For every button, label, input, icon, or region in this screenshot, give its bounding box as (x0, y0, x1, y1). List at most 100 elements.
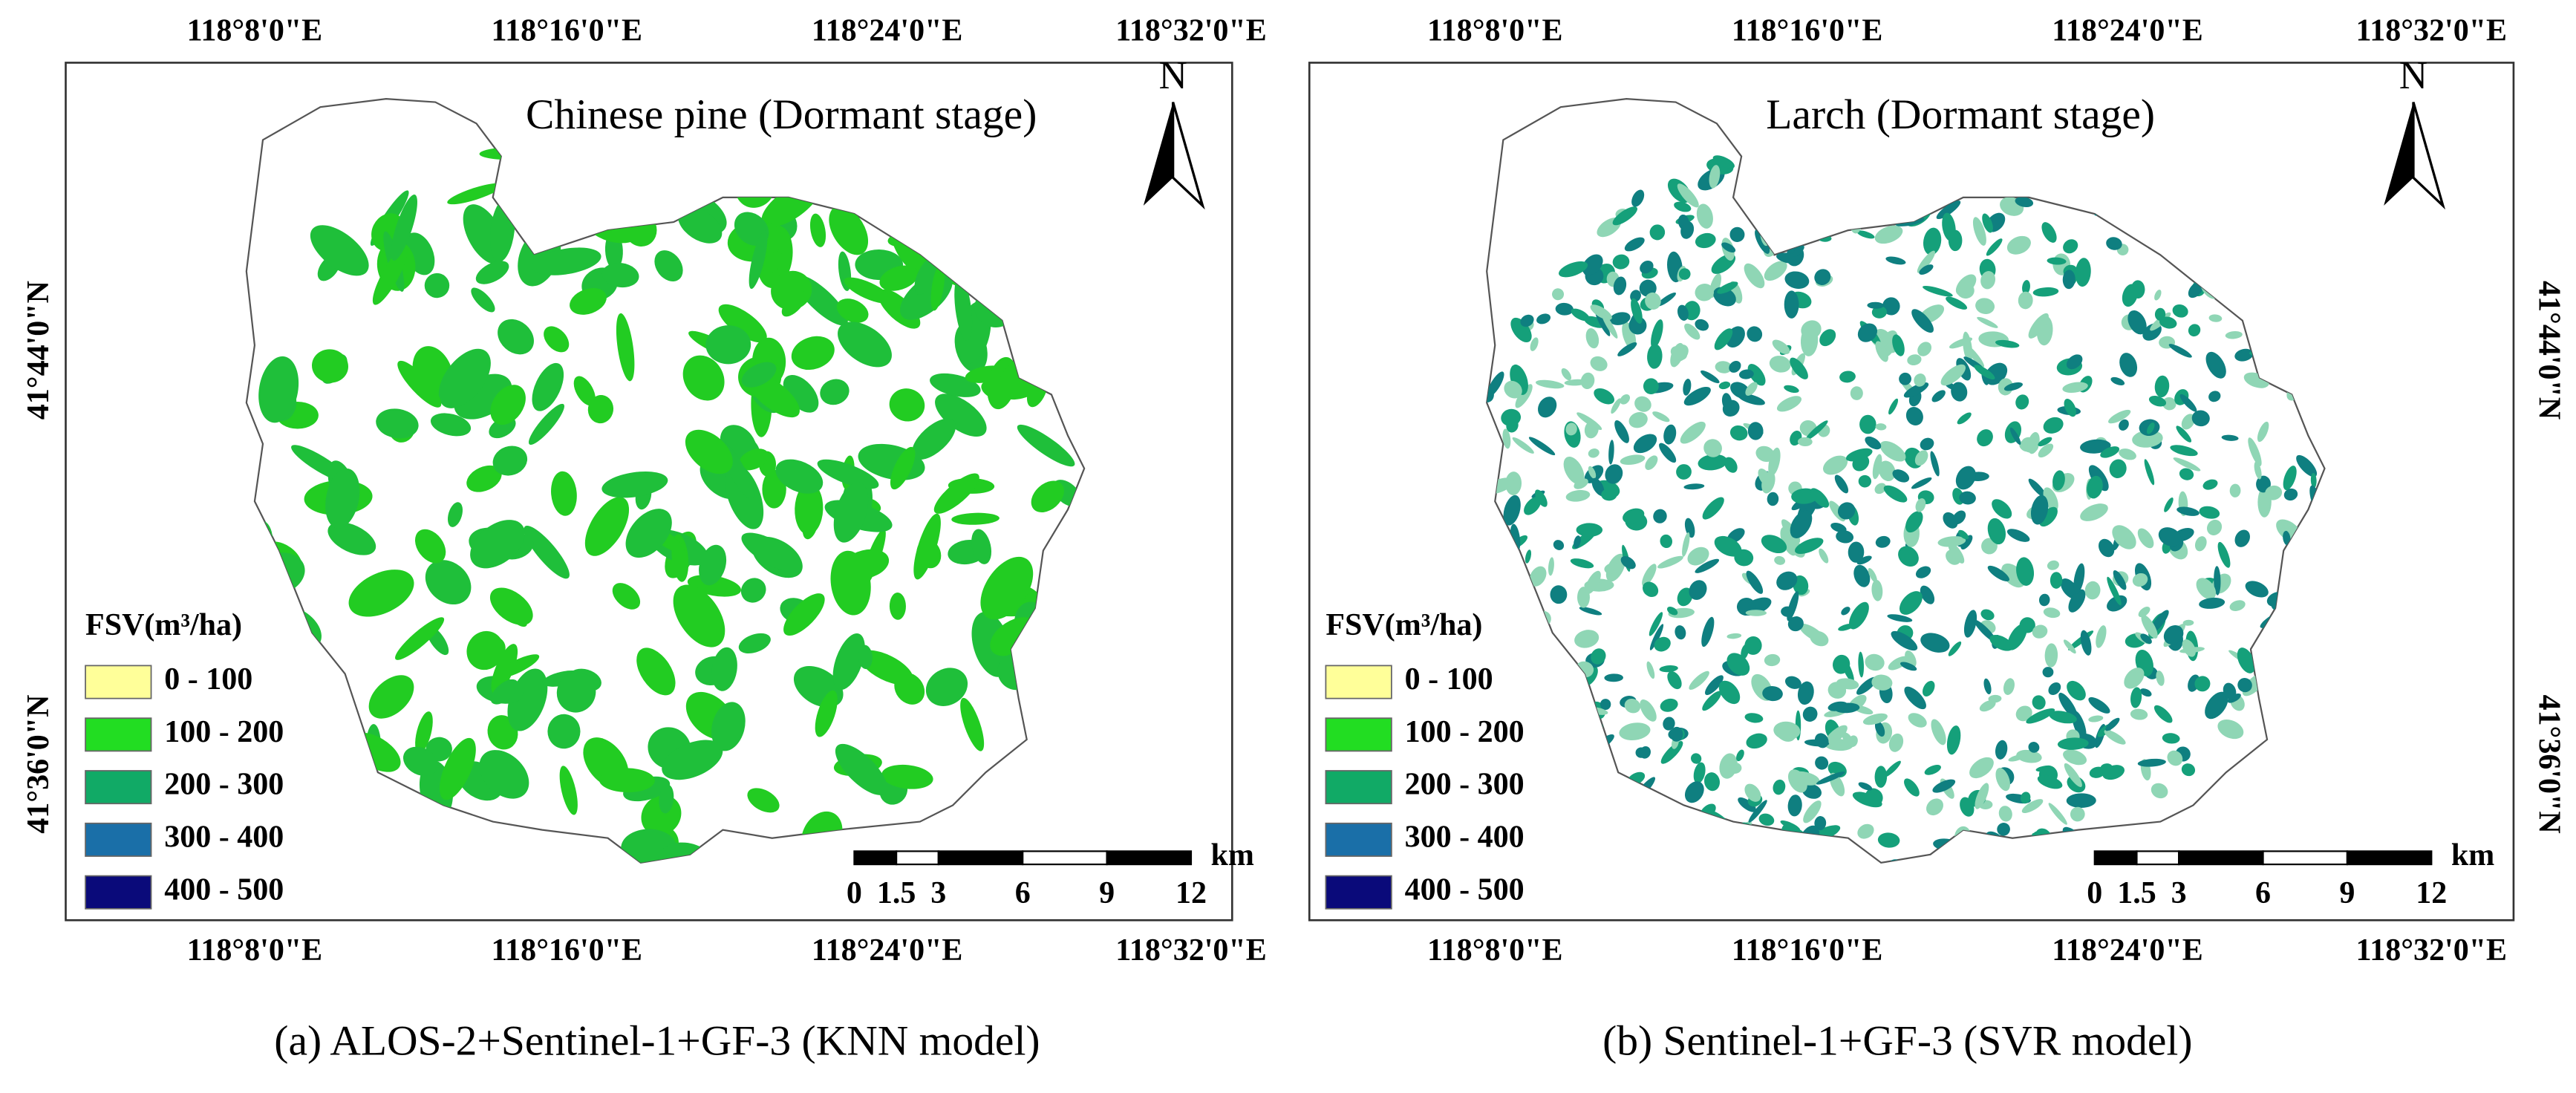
forest-patch (1620, 394, 1630, 405)
north-label: N (1158, 54, 1187, 97)
forest-patch (1537, 397, 1557, 418)
forest-patch (817, 459, 879, 489)
forest-patch (1776, 396, 1802, 412)
forest-patch (2182, 619, 2194, 626)
forest-patch (2032, 624, 2048, 639)
forest-patch (1787, 591, 1799, 621)
forest-patch (2305, 410, 2321, 426)
forest-patch (2016, 749, 2042, 763)
forest-patch (889, 592, 906, 620)
forest-patch (1640, 745, 1651, 759)
forest-patch (490, 679, 518, 705)
forest-patch (2039, 506, 2058, 527)
forest-patch (1813, 172, 1831, 180)
forest-patch (1654, 636, 1671, 652)
forest-patch (1818, 838, 1827, 863)
forest-patch (1729, 226, 1745, 242)
scale-segment (2136, 850, 2180, 866)
forest-patch (1503, 495, 1521, 526)
forest-patch (2051, 151, 2073, 169)
forest-patch (1591, 477, 1605, 496)
forest-patch (1997, 823, 2010, 836)
forest-patch (1979, 143, 1997, 165)
north-arrow (2384, 102, 2413, 206)
forest-patch (1468, 427, 1490, 450)
forest-patch (1814, 816, 1827, 831)
forest-patch (1900, 662, 1917, 671)
forest-patch (1729, 360, 1741, 373)
forest-patch (1561, 368, 1572, 381)
longitude-label: 118°16'0"E (491, 933, 642, 968)
legend-swatch (1325, 665, 1392, 699)
forest-patch (1640, 699, 1657, 722)
forest-patch (1701, 616, 1715, 647)
forest-patch (2063, 239, 2078, 254)
forest-patch (479, 750, 529, 799)
forest-patch (1898, 546, 1919, 567)
forest-patch (2063, 749, 2087, 766)
forest-patch (1647, 344, 1663, 369)
forest-patch (2206, 519, 2223, 535)
forest-patch (1604, 562, 1621, 574)
scale-label: 3 (2171, 876, 2187, 910)
forest-patch (1917, 250, 1935, 273)
forest-patch (762, 251, 783, 273)
forest-patch (2170, 445, 2198, 457)
forest-patch (2257, 421, 2269, 443)
forest-patch (1874, 483, 1887, 495)
forest-patch (1958, 529, 1969, 540)
scale-unit: km (1211, 838, 1254, 872)
forest-patch (2173, 457, 2201, 472)
forest-patch (1920, 633, 1950, 653)
forest-patch (1667, 671, 1682, 690)
forest-patch (1979, 699, 1996, 712)
forest-patch (1963, 610, 1977, 638)
forest-patch (1576, 412, 1602, 431)
forest-patch (2208, 314, 2223, 322)
forest-patch (1585, 328, 1600, 349)
forest-patch (327, 522, 376, 555)
forest-patch (1850, 386, 1863, 400)
forest-patch (1805, 420, 1828, 441)
forest-patch (291, 445, 349, 483)
forest-patch (1972, 217, 1986, 246)
forest-patch (1645, 455, 1658, 470)
forest-patch (1919, 264, 1934, 275)
forest-patch (1923, 285, 1953, 297)
legend-swatch (85, 875, 152, 910)
forest-patch (1967, 849, 1988, 863)
forest-patch (2234, 348, 2254, 362)
forest-patch (1574, 535, 1581, 549)
forest-patch (2130, 687, 2142, 708)
forest-patch (718, 304, 767, 343)
longitude-label: 118°8'0"E (187, 933, 323, 968)
forest-patch (1798, 157, 1810, 169)
forest-patch (2217, 719, 2244, 740)
forest-patch (1600, 699, 1611, 711)
forest-patch (1776, 571, 1798, 590)
forest-patch (673, 584, 725, 647)
forest-patch (2016, 557, 2035, 586)
latitude-label: 41°36'0"N (2532, 695, 2566, 834)
forest-patch (2280, 575, 2301, 587)
forest-patch (1995, 339, 2020, 348)
legend-swatch (1325, 770, 1392, 805)
forest-patch (287, 681, 310, 705)
forest-patch (1746, 733, 1767, 749)
scale-label: 6 (2255, 876, 2271, 910)
forest-patch (2015, 705, 2032, 722)
forest-patch (1937, 859, 1956, 863)
forest-patch (1841, 607, 1851, 616)
forest-patch (1745, 610, 1767, 616)
forest-patch (1645, 292, 1661, 310)
forest-patch (1623, 508, 1645, 523)
forest-patch (1748, 800, 1767, 823)
forest-patch (757, 163, 777, 189)
forest-patch (1634, 396, 1651, 412)
forest-patch (532, 247, 601, 275)
forest-patch (551, 471, 577, 516)
forest-patch (1563, 456, 1585, 485)
forest-patch (430, 413, 472, 437)
forest-patch (2205, 351, 2226, 379)
forest-patch (1938, 174, 1970, 192)
